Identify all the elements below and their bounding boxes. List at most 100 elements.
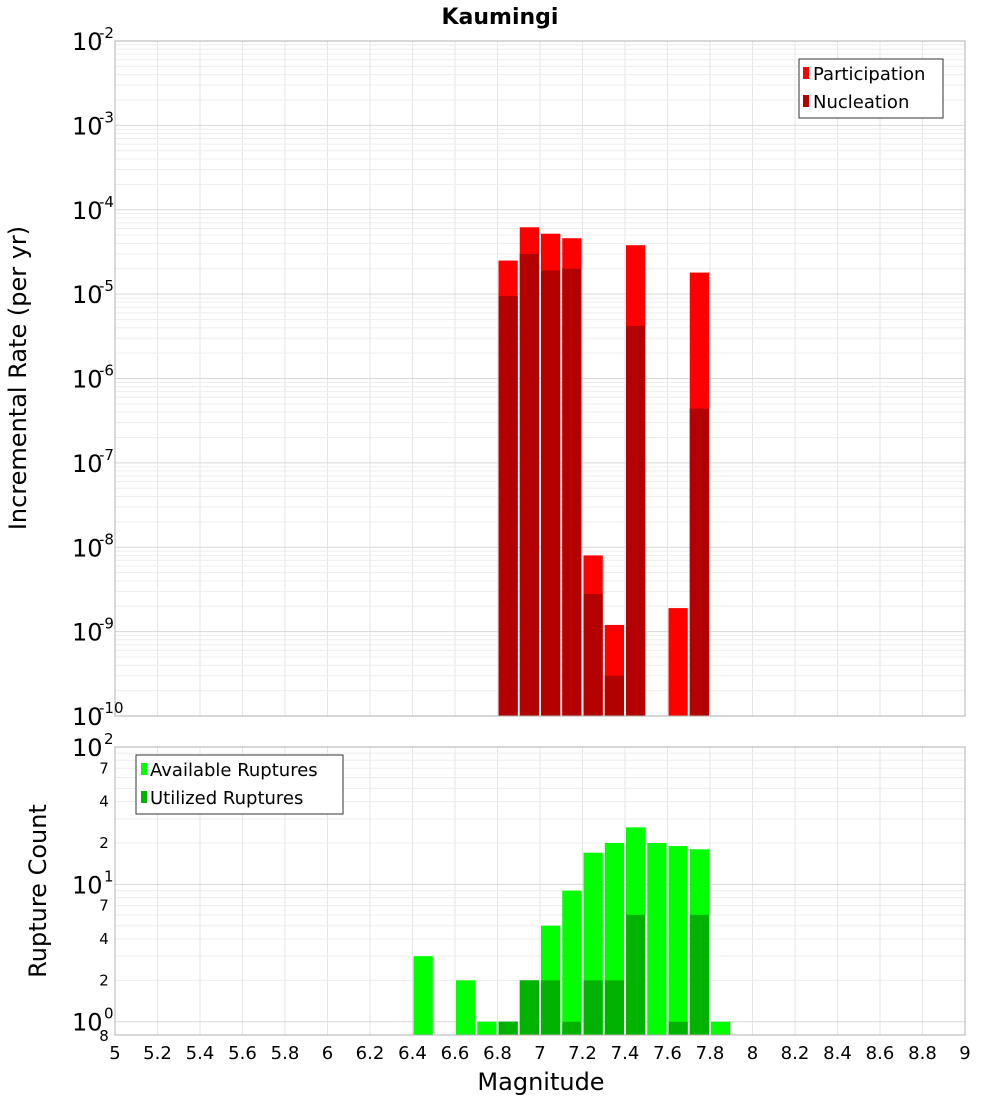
bottom-y-minor-tick-label: 2: [99, 834, 109, 852]
x-tick-label: 6.2: [356, 1043, 385, 1064]
bottom-y-minor-tick-label: 4: [99, 930, 109, 948]
bottom-y-axis-label: Rupture Count: [24, 804, 52, 978]
bottom-plot-bars: [413, 827, 731, 1035]
top-y-tick-exponent: -7: [99, 446, 114, 464]
top-bar-series2: [541, 270, 561, 716]
top-y-tick-exponent: -8: [99, 530, 114, 548]
legend-swatch-available: [141, 763, 147, 775]
x-tick-label: 5.8: [271, 1043, 300, 1064]
bottom-bar-series1: [413, 956, 433, 1035]
bottom-y-tick-base: 10: [72, 734, 103, 762]
x-tick-label: 5.4: [186, 1043, 215, 1064]
legend-label-nucleation: Nucleation: [813, 92, 909, 113]
x-tick-label: 6.6: [441, 1043, 470, 1064]
top-bar-series2: [604, 675, 624, 716]
top-y-tick-base: 10: [72, 366, 103, 394]
x-tick-label: 8.8: [908, 1043, 937, 1064]
bottom-bar-series2: [668, 1021, 688, 1035]
x-tick-label: 9: [959, 1043, 970, 1064]
top-plot-grid: [114, 41, 966, 717]
top-y-tick-base: 10: [72, 197, 103, 225]
bottom-bar-series1: [711, 1021, 731, 1035]
bottom-legend: Available Ruptures Utilized Ruptures: [135, 754, 344, 815]
legend-swatch-utilized: [141, 791, 147, 803]
top-bar-series2: [562, 268, 582, 716]
bottom-bar-series2: [562, 1021, 582, 1035]
x-tick-label: 7.4: [611, 1043, 640, 1064]
top-y-tick-base: 10: [72, 112, 103, 140]
top-y-tick-base: 10: [72, 619, 103, 647]
x-tick-label: 7: [534, 1043, 545, 1064]
bottom-bar-series2: [498, 1021, 518, 1035]
legend-swatch-participation: [803, 67, 809, 79]
bottom-bar-series1: [562, 890, 582, 1035]
bottom-y-tick-exponent: 1: [104, 867, 114, 885]
bottom-bar-series2: [541, 980, 561, 1035]
top-y-tick-base: 10: [72, 28, 103, 56]
top-y-tick-base: 10: [72, 281, 103, 309]
bottom-y-tick-exponent: 2: [104, 730, 114, 748]
bottom-bar-series1: [668, 846, 688, 1035]
x-tick-label: 7.2: [568, 1043, 597, 1064]
bottom-bar-series1: [647, 843, 667, 1035]
top-y-tick-exponent: -2: [99, 24, 114, 42]
top-bar-series2: [519, 253, 539, 716]
x-tick-label: 8.4: [823, 1043, 852, 1064]
bottom-bar-series1: [456, 980, 476, 1035]
bottom-y-minor-tick-label: 7: [99, 897, 109, 915]
x-tick-label: 5.2: [143, 1043, 172, 1064]
top-plot-frame: [114, 40, 966, 717]
top-y-tick-exponent: -9: [99, 615, 114, 633]
x-tick-label: 6: [322, 1043, 333, 1064]
legend-swatch-nucleation: [803, 95, 809, 107]
bottom-y-tick-base: 10: [72, 1009, 103, 1037]
x-tick-label: 8: [747, 1043, 758, 1064]
top-y-tick-labels: 10-210-310-410-510-610-710-810-910-10: [72, 24, 124, 731]
x-tick-label: 5.6: [228, 1043, 257, 1064]
top-y-tick-base: 10: [72, 450, 103, 478]
top-bar-series2: [498, 296, 518, 716]
x-tick-label: 8.2: [781, 1043, 810, 1064]
bottom-bar-series2: [689, 914, 709, 1035]
bottom-y-minor-tick-label: 7: [99, 759, 109, 777]
x-tick-label: 6.4: [398, 1043, 427, 1064]
x-axis-label: Magnitude: [477, 1068, 604, 1096]
legend-label-participation: Participation: [813, 64, 925, 85]
x-tick-label: 6.8: [483, 1043, 512, 1064]
top-y-tick-exponent: -4: [99, 193, 114, 211]
top-plot-bars: [498, 227, 709, 717]
bottom-bar-series1: [477, 1021, 497, 1035]
x-tick-labels: 5 5.2 5.4 5.6 5.8 6 6.2 6.4 6.6 6.8 7 7.2 7.4 7.6 7.8 8…: [109, 1043, 970, 1064]
bottom-legend-box: [135, 754, 344, 815]
legend-label-utilized: Utilized Ruptures: [150, 788, 303, 809]
bottom-y-tick-base: 10: [72, 871, 103, 899]
bottom-bar-series2: [626, 914, 646, 1035]
top-legend: Participation Nucleation: [798, 58, 944, 119]
bottom-bar-series2: [583, 980, 603, 1035]
bottom-bar-series2: [519, 980, 539, 1035]
x-tick-label: 8.6: [866, 1043, 895, 1064]
bottom-y-minor-tick-label: 8: [99, 1027, 109, 1045]
bottom-y-minor-tick-label: 2: [99, 971, 109, 989]
top-y-tick-exponent: -3: [99, 108, 114, 126]
top-y-tick-base: 10: [72, 534, 103, 562]
top-bar-series2: [689, 408, 709, 716]
top-y-tick-exponent: -10: [99, 699, 124, 717]
bottom-y-minor-tick-label: 4: [99, 793, 109, 811]
bottom-bar-series2: [604, 980, 624, 1035]
legend-label-available: Available Ruptures: [150, 760, 318, 781]
top-legend-box: [798, 58, 944, 119]
bottom-plot-frame: [114, 746, 966, 1036]
bottom-y-tick-exponent: 0: [104, 1005, 114, 1023]
top-y-axis-label: Incremental Rate (per yr): [4, 226, 32, 530]
top-bar-series2: [583, 593, 603, 716]
top-bar-series2: [626, 325, 646, 716]
top-y-tick-base: 10: [72, 703, 103, 731]
x-tick-label: 5: [109, 1043, 120, 1064]
chart-title: Kaumingi: [442, 5, 559, 30]
top-y-tick-exponent: -6: [99, 362, 114, 380]
top-bar-series1: [668, 608, 688, 716]
